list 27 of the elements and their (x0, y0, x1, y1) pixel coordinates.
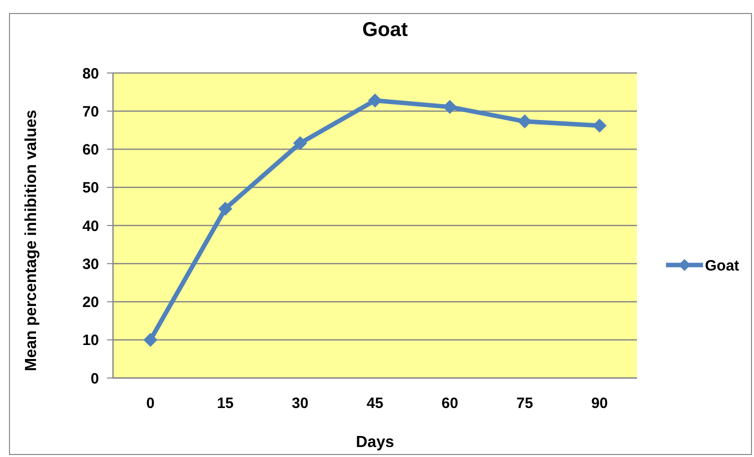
y-tick-label: 30 (82, 256, 99, 273)
y-tick-label: 50 (82, 180, 99, 197)
y-tick-label: 0 (90, 370, 99, 388)
y-tick-label: 10 (82, 332, 99, 350)
y-tick-label: 70 (82, 103, 99, 120)
x-tick-label: 45 (366, 395, 384, 412)
x-tick-label: 15 (216, 395, 234, 412)
y-axis-title: Mean percentage inhibition values (23, 110, 40, 372)
y-tick-label: 80 (82, 65, 99, 82)
x-tick-label: 30 (292, 395, 308, 412)
y-tick-label: 60 (82, 142, 99, 158)
legend-label: Goat (705, 257, 740, 274)
point (143, 332, 158, 347)
point (368, 93, 382, 108)
point (218, 202, 232, 216)
x-tick-label: 75 (516, 395, 534, 412)
x-tick-label: 90 (591, 395, 608, 412)
chart-title: Goat (362, 19, 408, 41)
y-tick-label: 20 (82, 294, 99, 311)
x-tick-label: 0 (146, 395, 155, 412)
point (518, 114, 532, 128)
y-tick-label: 40 (82, 218, 99, 235)
x-axis-title: Days (356, 434, 394, 451)
point (592, 118, 607, 133)
point (293, 136, 308, 150)
point (442, 100, 457, 114)
x-tick-label: 60 (442, 395, 458, 412)
